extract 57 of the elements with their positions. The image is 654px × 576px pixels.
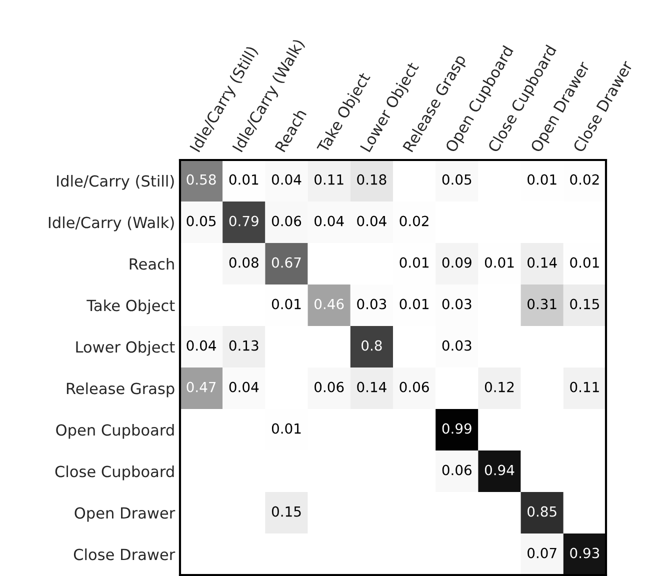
data-label: 0.47: [186, 382, 216, 392]
data-label: 0.06: [314, 382, 344, 392]
data-label: 0.03: [442, 298, 472, 310]
data-label: 0.14: [357, 382, 386, 392]
data-label: 0.01: [400, 298, 428, 310]
data-label: 0.67: [272, 257, 301, 268]
data-label: 0.11: [570, 382, 599, 392]
data-label: 0.09: [442, 257, 472, 268]
data-label: 0.8: [362, 340, 382, 351]
data-label: 0.13: [229, 340, 258, 351]
data-label: 0.31: [528, 298, 556, 310]
data-label: 0.04: [272, 174, 302, 185]
y-tick-label: Open Drawer: [74, 507, 176, 522]
data-label: 0.04: [357, 216, 386, 226]
data-label: 0.79: [229, 216, 258, 226]
data-label: 0.01: [400, 257, 428, 268]
data-label: 0.15: [272, 506, 301, 517]
data-label: 0.08: [229, 257, 258, 268]
data-label: 0.15: [570, 298, 599, 310]
data-label: 0.01: [272, 298, 301, 310]
data-label: 0.94: [484, 464, 514, 476]
data-label: 0.05: [442, 174, 472, 185]
data-label: 0.07: [528, 548, 556, 558]
data-label: 0.04: [229, 382, 259, 392]
y-tick-label: Close Cupboard: [55, 465, 174, 480]
data-label: 0.01: [570, 257, 599, 268]
y-tick-label: Close Drawer: [74, 548, 176, 560]
data-label: 0.03: [357, 298, 386, 310]
data-label: 0.12: [484, 382, 514, 392]
y-tick-label: Take Object: [86, 299, 175, 314]
data-label: 0.01: [229, 174, 258, 185]
data-label: 0.02: [400, 216, 428, 226]
data-label: 0.85: [528, 506, 556, 517]
data-label: 0.14: [528, 257, 557, 268]
data-label: 0.58: [186, 174, 216, 185]
data-label: 0.99: [442, 423, 472, 434]
data-label: 0.06: [442, 464, 472, 476]
y-tick-label: Idle/Carry (Walk): [48, 216, 174, 232]
data-label: 0.04: [314, 216, 344, 226]
data-label: 0.06: [400, 382, 429, 392]
data-label: 0.05: [186, 216, 216, 226]
y-tick-label: Idle/Carry (Still): [57, 174, 174, 190]
data-label: 0.04: [186, 340, 216, 351]
data-label: 0.46: [314, 298, 344, 310]
data-label: 0.02: [570, 174, 599, 185]
data-label: 0.06: [272, 216, 302, 226]
y-tick-label: Reach: [130, 258, 174, 270]
data-label: 0.93: [570, 548, 600, 558]
data-label: 0.01: [484, 257, 514, 268]
data-label: 0.01: [272, 423, 301, 434]
y-tick-label: Open Cupboard: [56, 424, 174, 439]
y-tick-label: Lower Object: [76, 340, 175, 356]
y-tick-label: Release Grasp: [66, 382, 174, 398]
data-label: 0.18: [357, 174, 386, 185]
data-label: 0.01: [528, 174, 556, 185]
data-label: 0.11: [314, 174, 344, 185]
data-label: 0.03: [442, 340, 472, 351]
